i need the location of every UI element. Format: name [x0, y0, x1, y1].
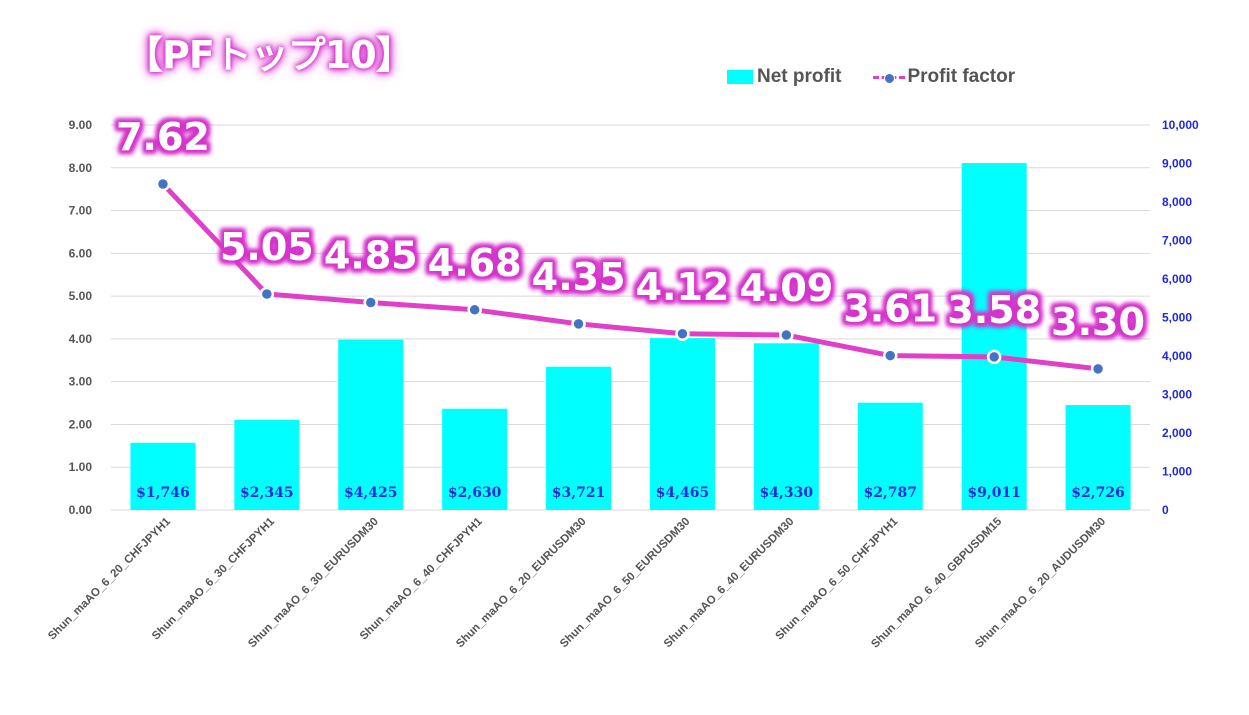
bar-data-label: $3,721 [552, 485, 606, 501]
bar [857, 402, 923, 510]
left-axis-tick-label: 1.00 [69, 460, 93, 474]
profit-factor-label: 4.12 [636, 265, 730, 309]
line-data-labels: 7.62 5.05 4.85 4.68 4.35 4.12 4.09 3.61 3.58 3.30 [116, 115, 1145, 344]
left-axis-tick-label: 7.00 [69, 204, 93, 218]
line-marker [779, 327, 794, 343]
left-axis-tick-label: 5.00 [69, 289, 93, 303]
left-axis-tick-label: 8.00 [69, 161, 93, 175]
chart-title: 【PFトップ10】 [125, 33, 414, 77]
x-axis-category-label: Shun_maAO_6_50_CHFJPYH1 [773, 515, 900, 642]
legend-item-net-profit: Net profit [727, 66, 841, 88]
line-series [155, 176, 1106, 377]
profit-factor-label: 3.30 [1051, 300, 1145, 344]
x-axis: Shun_maAO_6_20_CHFJPYH1Shun_maAO_6_30_CH… [46, 515, 1108, 650]
legend-bar-swatch [727, 70, 753, 84]
profit-factor-label: 4.68 [428, 241, 522, 285]
legend-item-profit-factor: Profit factor [873, 66, 1015, 88]
left-axis-tick-label: 9.00 [69, 118, 93, 132]
profit-factor-label: 4.35 [532, 255, 626, 299]
right-axis-tick-label: 9,000 [1162, 157, 1192, 171]
left-axis-tick-label: 6.00 [69, 246, 93, 260]
bar [961, 163, 1027, 510]
line-marker [259, 286, 275, 302]
bar [753, 343, 819, 510]
profit-factor-label: 3.61 [843, 287, 937, 331]
line-marker [675, 326, 690, 342]
right-axis-tick-label: 8,000 [1162, 195, 1192, 209]
bar [442, 408, 508, 510]
left-axis: 0.00 1.00 2.00 3.00 4.00 5.00 6.00 7.00 8.00 9.00 [69, 118, 93, 517]
right-axis-tick-label: 7,000 [1162, 234, 1192, 248]
line-marker [883, 348, 898, 363]
profit-factor-line [161, 182, 1099, 372]
line-marker [155, 176, 171, 192]
bar-data-label: $2,787 [863, 485, 917, 501]
bar [234, 419, 300, 510]
legend-label-net-profit: Net profit [757, 66, 842, 87]
bar [130, 442, 196, 510]
left-axis-tick-label: 3.00 [69, 375, 93, 389]
right-axis-tick-label: 1,000 [1162, 465, 1192, 479]
bar [649, 338, 715, 510]
chart-title-container: 【PFトップ10】 [125, 24, 414, 79]
legend: Net profit Profit factor [727, 66, 1047, 88]
bar-series [130, 163, 1131, 510]
bar-data-label: $4,465 [656, 485, 710, 501]
line-marker [467, 302, 482, 318]
x-axis-category-label: Shun_maAO_6_20_CHFJPYH1 [46, 515, 173, 642]
legend-label-profit-factor: Profit factor [907, 66, 1016, 87]
line-marker [571, 316, 586, 332]
bar [546, 366, 612, 510]
right-axis-tick-label: 5,000 [1162, 311, 1192, 325]
bar-data-label: $9,011 [967, 485, 1021, 501]
right-axis-tick-label: 10,000 [1162, 118, 1199, 132]
bar [338, 339, 404, 510]
right-axis-tick-label: 0 [1162, 503, 1169, 517]
profit-factor-label: 3.58 [947, 288, 1041, 332]
profit-factor-label: 4.09 [739, 266, 833, 310]
right-axis-tick-label: 3,000 [1162, 388, 1192, 402]
left-axis-tick-label: 0.00 [69, 503, 93, 517]
legend-line-swatch [873, 70, 906, 84]
right-axis: 0 1,000 2,000 3,000 4,000 5,000 6,000 7,000 8,00… [1162, 118, 1199, 517]
right-axis-tick-label: 6,000 [1162, 272, 1192, 286]
bar-data-label: $2,630 [448, 485, 502, 501]
x-axis-category-label: Shun_maAO_6_40_CHFJPYH1 [358, 515, 485, 642]
line-marker [986, 349, 1002, 365]
right-axis-tick-label: 4,000 [1162, 349, 1192, 363]
right-axis-tick-label: 2,000 [1162, 426, 1192, 440]
bar-data-label: $2,345 [240, 485, 294, 501]
x-axis-category-label: Shun_maAO_6_30_CHFJPYH1 [150, 515, 277, 642]
bar-data-label: $4,425 [344, 485, 398, 501]
bar-data-label: $4,330 [760, 485, 814, 501]
profit-factor-label: 4.85 [324, 234, 418, 278]
line-marker [1090, 361, 1106, 377]
profit-factor-label: 7.62 [116, 115, 210, 159]
left-axis-tick-label: 2.00 [69, 417, 93, 431]
bar [1065, 405, 1131, 510]
bar-data-label: $1,746 [136, 485, 190, 501]
line-marker [363, 295, 378, 310]
left-axis-tick-label: 4.00 [69, 332, 93, 346]
x-axis-category-label: Shun_maAO_6_20_AUDUSDM30 [973, 516, 1108, 651]
bar-data-label: $2,726 [1071, 485, 1125, 501]
profit-factor-label: 5.05 [220, 225, 314, 269]
bar-data-labels: $1,746 $2,345 $4,425 $2,630 $3,721 $4,465 $4,3… [136, 485, 1125, 501]
